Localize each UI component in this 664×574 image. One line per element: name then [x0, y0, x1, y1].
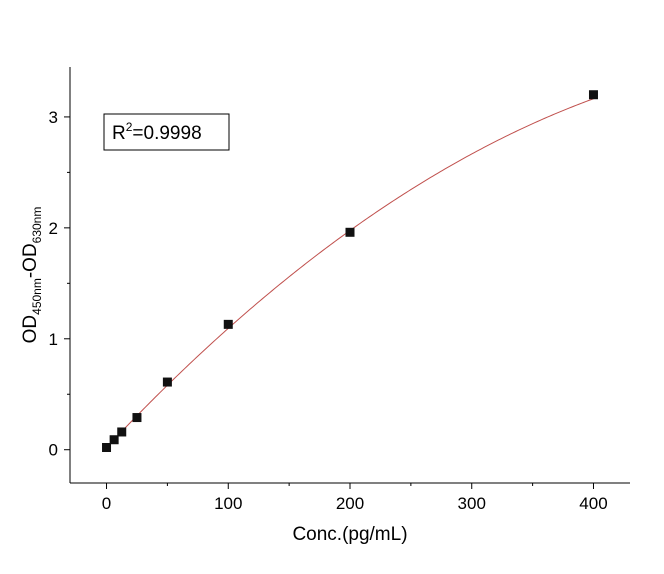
x-axis-label: Conc.(pg/mL)	[292, 524, 407, 545]
data-point	[102, 443, 112, 453]
data-point	[162, 377, 172, 387]
y-tick-label: 3	[49, 108, 58, 127]
data-point	[117, 427, 127, 437]
r-squared-r: R	[112, 123, 126, 144]
y-tick-label: 1	[49, 330, 58, 349]
y-ticks: 0 1 2 3	[49, 108, 70, 460]
x-tick-label: 300	[458, 494, 486, 513]
data-point	[109, 435, 119, 445]
fit-curve	[106, 98, 594, 448]
y-label-od2: -OD	[20, 243, 41, 278]
y-tick-label: 2	[49, 219, 58, 238]
data-point	[345, 227, 355, 237]
x-tick-label: 400	[579, 494, 607, 513]
data-points	[102, 90, 598, 453]
y-label-sub2: 630nm	[30, 207, 44, 244]
r-squared-exponent: 2	[126, 120, 133, 134]
fit-curve-layer	[106, 98, 594, 448]
r-squared-value: =0.9998	[132, 123, 201, 144]
y-tick-label: 0	[49, 441, 58, 460]
r-squared-label: R2=0.9998	[112, 120, 202, 144]
y-axis-label: OD450nm-OD630nm	[20, 207, 44, 344]
y-label-sub1: 450nm	[30, 278, 44, 315]
data-point	[132, 413, 142, 423]
x-tick-label: 0	[102, 494, 111, 513]
data-point	[588, 90, 598, 100]
y-label-od1: OD	[20, 315, 41, 344]
data-point	[223, 319, 233, 329]
x-tick-label: 200	[336, 494, 364, 513]
x-ticks: 0 100 200 300 400	[102, 483, 608, 513]
x-tick-label: 100	[214, 494, 242, 513]
r-squared-box: R2=0.9998	[103, 113, 230, 151]
r-squared-frame	[103, 113, 230, 151]
